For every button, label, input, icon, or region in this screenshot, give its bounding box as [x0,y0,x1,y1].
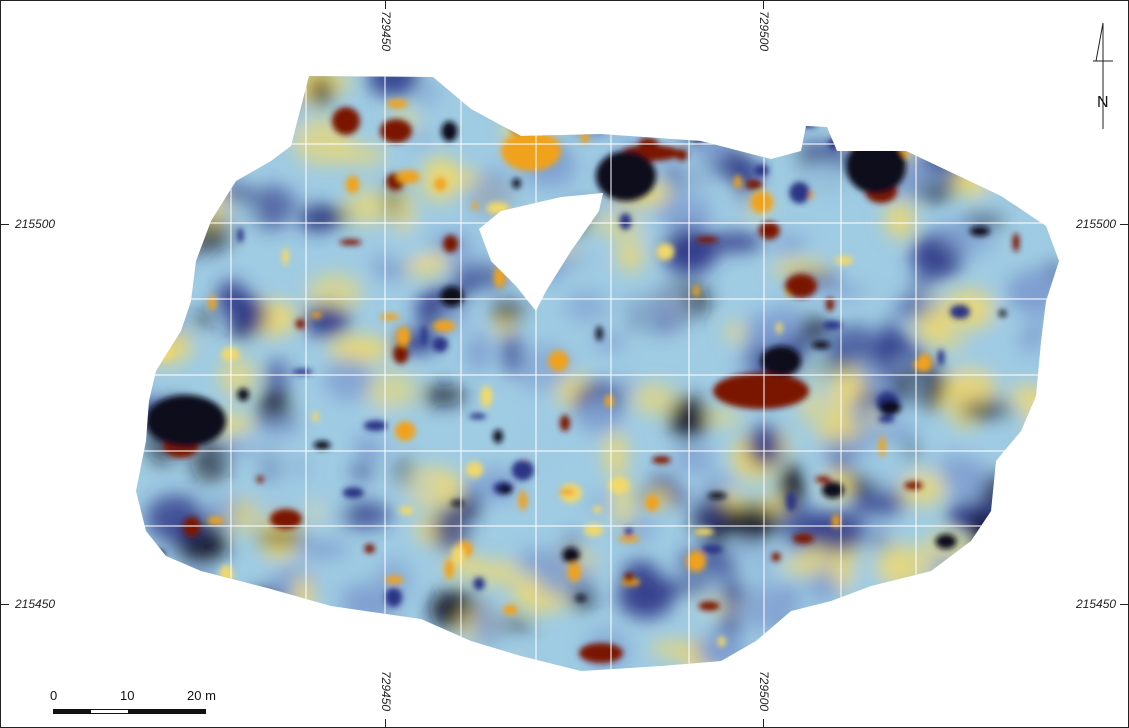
scale-label-20: 20 m [187,688,216,703]
north-label: N [1097,94,1109,111]
bottom-tick-2 [763,719,764,727]
top-tick-1 [385,1,386,9]
left-northing-label-2: 215450 [15,597,56,611]
right-tick-2 [1120,604,1128,605]
left-northing-label-1: 215500 [15,217,56,231]
left-tick-2 [1,604,9,605]
scale-segment-2 [90,709,129,714]
anomaly-peaks [142,76,1059,666]
bottom-tick-1 [385,719,386,727]
unsurveyed-area [479,193,603,311]
right-northing-label-1: 215500 [1076,217,1117,231]
top-easting-label-2: 729500 [757,11,771,52]
scale-label-10: 10 [120,688,135,703]
scale-segment-3 [128,709,206,714]
right-northing-label-2: 215450 [1076,597,1117,611]
top-tick-2 [763,1,764,9]
top-easting-label-1: 729450 [379,11,393,52]
scale-label-0: 0 [50,688,58,703]
right-tick-1 [1120,224,1128,225]
bottom-easting-label-2: 729500 [757,671,771,712]
left-tick-1 [1,224,9,225]
north-arrow-icon [1093,22,1113,129]
scale-segment-1 [53,709,91,714]
bottom-easting-label-1: 729450 [379,671,393,712]
